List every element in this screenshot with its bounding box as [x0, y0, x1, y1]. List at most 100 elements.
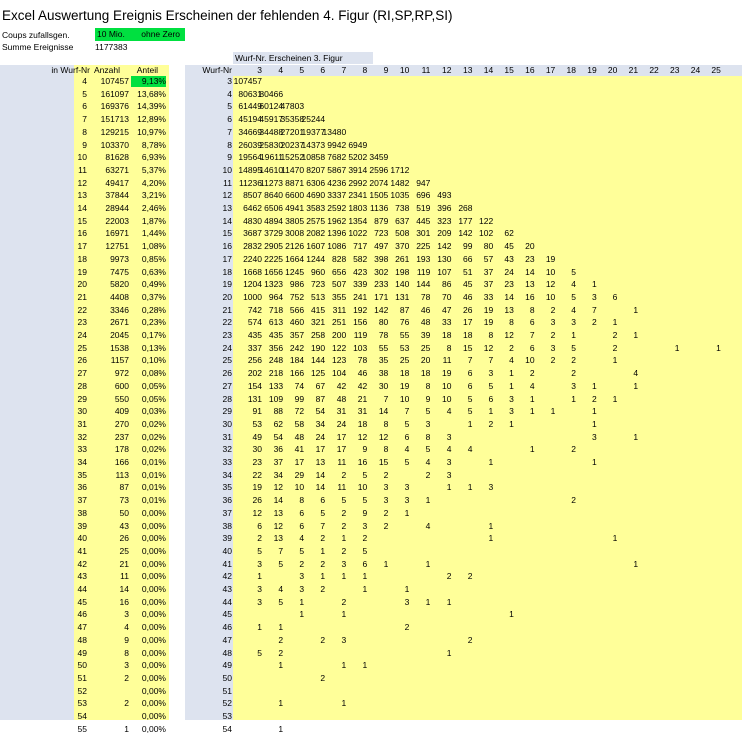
data-cell[interactable]: 54	[315, 406, 326, 417]
data-cell[interactable]: 3	[257, 584, 262, 594]
row-anzahl[interactable]: 26	[119, 533, 129, 544]
data-cell[interactable]: 33	[483, 291, 494, 302]
data-cell[interactable]: 74	[294, 380, 305, 391]
data-cell[interactable]: 218	[268, 368, 284, 379]
row-anzahl[interactable]: 1157	[110, 355, 129, 366]
data-cell[interactable]: 1	[633, 431, 639, 442]
data-cell[interactable]: 1	[299, 609, 305, 620]
data-cell[interactable]: 31	[336, 406, 347, 417]
row-wurf-nr[interactable]: 20	[77, 279, 87, 290]
data-cell[interactable]: 10	[294, 482, 305, 493]
data-cell[interactable]: 2	[404, 622, 410, 633]
data-cell[interactable]: 34	[315, 418, 326, 429]
data-cell[interactable]: 19	[545, 253, 556, 264]
coups-value-cell[interactable]: 10 Mio. ohne Zero	[95, 28, 185, 41]
row-anzahl[interactable]: 4408	[110, 291, 129, 302]
data-cell[interactable]: 9	[425, 393, 431, 404]
data-cell[interactable]: 29	[294, 469, 305, 480]
data-cell[interactable]: 357	[289, 330, 305, 340]
row-anzahl[interactable]: 5820	[110, 279, 129, 290]
row-label[interactable]: 22	[222, 317, 232, 328]
data-cell[interactable]: 15252	[280, 152, 305, 163]
col-header[interactable]: 24	[690, 65, 701, 75]
data-cell[interactable]: 2	[341, 596, 347, 607]
data-cell[interactable]: 1	[278, 622, 284, 633]
data-cell[interactable]: 3	[509, 406, 514, 417]
data-cell[interactable]: 1	[529, 444, 535, 455]
data-cell[interactable]: 2	[320, 533, 326, 544]
row-anzahl[interactable]: 22003	[105, 215, 129, 226]
data-cell[interactable]: 11	[337, 482, 347, 493]
data-cell[interactable]: 4690	[306, 190, 326, 201]
data-cell[interactable]: 76	[399, 317, 410, 328]
data-cell[interactable]: 3	[383, 495, 389, 506]
row-anteil[interactable]: 9,13%	[131, 76, 166, 87]
data-cell[interactable]: 4	[446, 406, 452, 417]
row-anteil[interactable]: 0,00%	[141, 660, 166, 671]
row-label[interactable]: 24	[222, 342, 232, 353]
data-cell[interactable]: 2	[467, 571, 473, 582]
data-cell[interactable]: 513	[310, 291, 326, 302]
data-cell[interactable]: 2	[320, 672, 326, 683]
data-cell[interactable]: 47803	[280, 101, 305, 112]
col-header[interactable]: 20	[607, 65, 618, 75]
row-anzahl[interactable]: 12751	[105, 241, 129, 252]
row-anteil[interactable]: 0,23%	[141, 317, 166, 328]
data-cell[interactable]: 311	[332, 304, 347, 315]
row-anzahl[interactable]: 270	[114, 418, 129, 429]
data-cell[interactable]: 1	[633, 558, 639, 569]
data-cell[interactable]: 2832	[243, 241, 262, 252]
data-cell[interactable]: 302	[374, 266, 389, 277]
data-cell[interactable]: 119	[416, 266, 431, 277]
row-anzahl[interactable]: 9973	[110, 253, 129, 264]
row-anteil[interactable]: 0,00%	[141, 647, 166, 658]
row-wurf-nr[interactable]: 7	[82, 114, 87, 125]
row-anteil[interactable]: 5,37%	[141, 164, 166, 175]
data-cell[interactable]: 6	[404, 431, 410, 442]
data-cell[interactable]: 27201	[280, 126, 305, 137]
data-cell[interactable]: 1396	[327, 228, 347, 239]
data-cell[interactable]: 4	[633, 368, 639, 379]
col-header[interactable]: 23	[670, 65, 680, 75]
row-label[interactable]: 30	[222, 418, 232, 429]
data-cell[interactable]: 5	[467, 393, 473, 404]
data-cell[interactable]: 19	[399, 380, 410, 391]
data-cell[interactable]: 9942	[327, 139, 347, 150]
data-cell[interactable]: 3	[257, 596, 262, 607]
data-cell[interactable]: 251	[332, 317, 347, 328]
data-cell[interactable]: 6	[362, 558, 368, 569]
data-cell[interactable]: 1	[425, 558, 431, 569]
row-anzahl[interactable]: 25	[119, 545, 129, 556]
row-label[interactable]: 19	[222, 279, 232, 290]
row-anzahl[interactable]: 4	[124, 622, 129, 633]
data-cell[interactable]: 54	[273, 431, 284, 442]
row-anteil[interactable]: 0,02%	[141, 418, 166, 429]
sum-value[interactable]: 1177383	[95, 42, 128, 52]
data-cell[interactable]: 2	[341, 545, 347, 556]
data-cell[interactable]: 5	[278, 596, 284, 607]
row-label[interactable]: 26	[222, 368, 232, 379]
data-cell[interactable]: 1	[612, 393, 618, 404]
data-cell[interactable]: 48	[420, 317, 431, 328]
data-cell[interactable]: 3	[591, 291, 597, 302]
data-cell[interactable]: 5	[571, 266, 576, 277]
data-cell[interactable]: 5867	[327, 164, 347, 175]
row-anteil[interactable]: 0,01%	[141, 469, 166, 480]
row-anteil[interactable]: 0,00%	[141, 520, 166, 531]
data-cell[interactable]: 2	[299, 558, 305, 569]
data-cell[interactable]: 4	[571, 304, 576, 315]
data-cell[interactable]: 355	[332, 291, 347, 302]
data-cell[interactable]: 1	[404, 584, 410, 594]
data-cell[interactable]: 3	[446, 431, 452, 442]
data-cell[interactable]: 14895	[238, 164, 262, 175]
col-header[interactable]: 22	[649, 65, 659, 75]
data-cell[interactable]: 202	[247, 368, 262, 379]
row-anteil[interactable]: 0,00%	[141, 711, 166, 721]
data-cell[interactable]: 1	[383, 558, 389, 569]
data-cell[interactable]: 1	[488, 457, 494, 467]
row-label[interactable]: 38	[222, 520, 232, 531]
data-cell[interactable]: 7	[467, 355, 473, 366]
data-cell[interactable]: 14	[315, 469, 326, 480]
data-cell[interactable]: 11236	[238, 177, 262, 188]
row-anteil[interactable]: 0,00%	[141, 685, 166, 696]
